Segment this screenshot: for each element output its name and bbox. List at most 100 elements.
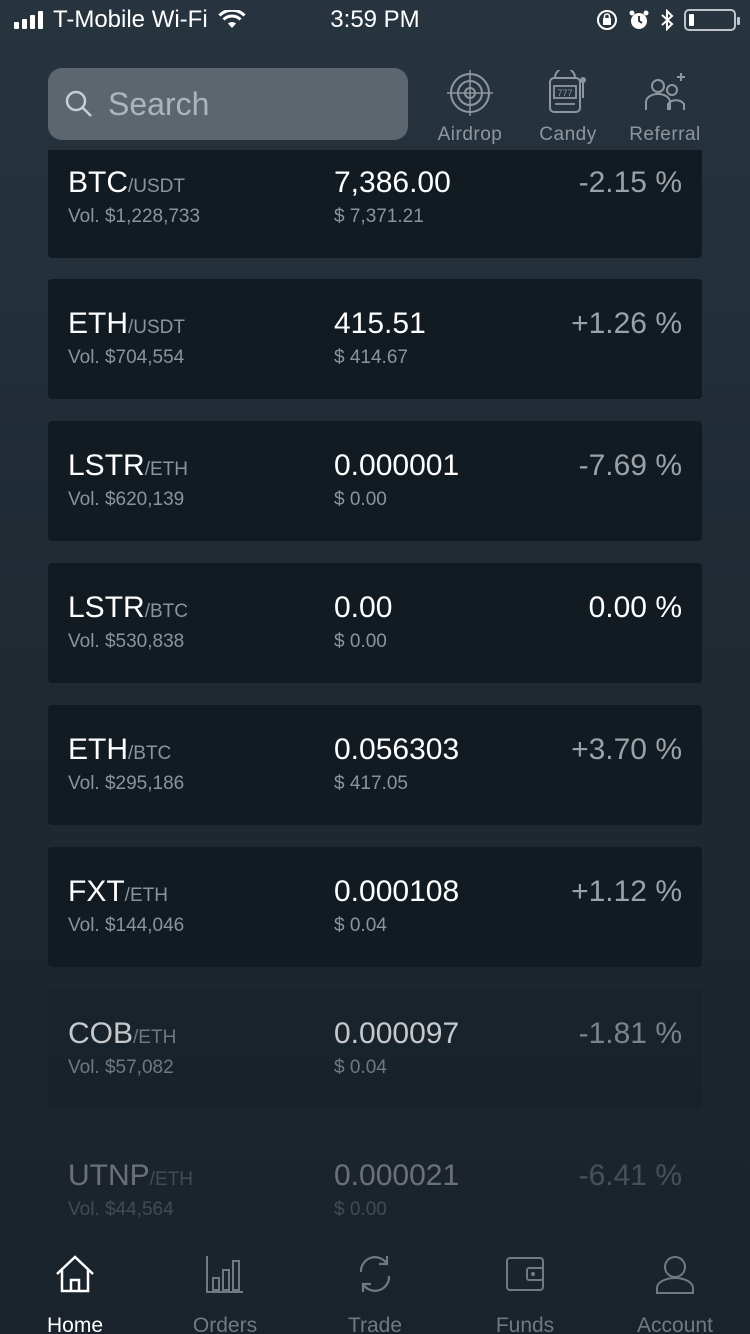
alarm-icon (629, 10, 649, 29)
pair-volume: Vol. $704,554 (68, 347, 185, 368)
market-row-fxt-eth[interactable]: FXT/ETH Vol. $144,046 0.000108 $ 0.04 +1… (48, 847, 702, 967)
pair-change: +3.70 % (571, 733, 682, 766)
pair-volume: Vol. $144,046 (68, 915, 185, 936)
home-icon (56, 1255, 94, 1293)
carrier-name: T-Mobile Wi-Fi (53, 6, 208, 33)
tab-funds-label: Funds (495, 1314, 555, 1334)
tab-bar: Home Orders Trade Funds Accou (0, 1234, 750, 1334)
battery-icon (684, 9, 740, 31)
pair-price: 0.056303 (334, 733, 460, 766)
pair-change: -6.41 % (578, 1159, 682, 1192)
header: Airdrop 777 Candy Referral (0, 60, 750, 150)
pair-name: LSTR/BTC (68, 591, 188, 625)
status-right (596, 9, 740, 31)
wifi-icon (218, 10, 246, 28)
airdrop-button[interactable]: Airdrop (425, 70, 515, 146)
pair-volume: Vol. $57,082 (68, 1057, 174, 1078)
pair-change: +1.12 % (571, 875, 682, 908)
airdrop-label: Airdrop (437, 124, 503, 145)
status-left: T-Mobile Wi-Fi (14, 6, 246, 34)
pair-base: LSTR (68, 591, 145, 624)
candy-button[interactable]: 777 Candy (523, 70, 613, 146)
pair-price: 0.00 (334, 591, 393, 624)
pair-volume: Vol. $620,139 (68, 489, 185, 510)
pair-quote: /ETH (133, 1027, 177, 1048)
pair-base: ETH (68, 307, 128, 340)
pair-base: FXT (68, 875, 125, 908)
pair-name: UTNP/ETH (68, 1159, 193, 1193)
user-icon (656, 1256, 694, 1294)
market-row-lstr-eth[interactable]: LSTR/ETH Vol. $620,139 0.000001 $ 0.00 -… (48, 421, 702, 541)
pair-base: BTC (68, 166, 128, 199)
tab-funds[interactable]: Funds (450, 1234, 600, 1334)
pair-quote: /ETH (149, 1169, 193, 1190)
pair-price: 0.000097 (334, 1017, 460, 1050)
pair-base: ETH (68, 733, 128, 766)
pair-change: -1.81 % (578, 1017, 682, 1050)
market-row-btc-usdt[interactable]: BTC/USDT Vol. $1,228,733 7,386.00 $ 7,37… (48, 150, 702, 258)
tab-home[interactable]: Home (0, 1234, 150, 1334)
pair-usd-price: $ 7,371.21 (334, 206, 424, 227)
market-row-lstr-btc[interactable]: LSTR/BTC Vol. $530,838 0.00 $ 0.00 0.00 … (48, 563, 702, 683)
pair-usd-price: $ 0.00 (334, 489, 387, 510)
pair-name: ETH/BTC (68, 733, 171, 767)
status-bar: T-Mobile Wi-Fi 3:59 PM (0, 0, 750, 40)
pair-quote: /BTC (144, 601, 188, 622)
tab-orders-label: Orders (192, 1314, 258, 1334)
tab-account-label: Account (637, 1314, 713, 1334)
pair-volume: Vol. $295,186 (68, 773, 185, 794)
tab-orders[interactable]: Orders (150, 1234, 300, 1334)
pair-change: 0.00 % (588, 591, 682, 624)
pair-usd-price: $ 0.00 (334, 631, 387, 652)
pair-change: +1.26 % (571, 307, 682, 340)
pair-usd-price: $ 0.00 (334, 1199, 387, 1220)
pair-quote: /BTC (128, 743, 172, 764)
search-icon (65, 90, 92, 117)
svg-text:777: 777 (557, 88, 572, 98)
pair-name: LSTR/ETH (68, 449, 188, 483)
pair-name: FXT/ETH (68, 875, 168, 909)
market-row-utnp-eth[interactable]: UTNP/ETH Vol. $44,564 0.000021 $ 0.00 -6… (48, 1131, 702, 1251)
pair-price: 0.000021 (334, 1159, 460, 1192)
search-bar[interactable] (48, 68, 408, 140)
pair-base: COB (68, 1017, 134, 1050)
market-row-eth-btc[interactable]: ETH/BTC Vol. $295,186 0.056303 $ 417.05 … (48, 705, 702, 825)
pair-quote: /USDT (128, 317, 185, 338)
search-input[interactable] (108, 85, 388, 123)
rotation-lock-icon (597, 10, 617, 30)
pair-price: 0.000001 (334, 449, 460, 482)
pair-usd-price: $ 414.67 (334, 347, 408, 368)
pair-volume: Vol. $1,228,733 (68, 206, 201, 227)
tab-trade-label: Trade (347, 1314, 403, 1334)
pair-name: BTC/USDT (68, 166, 185, 200)
slot-machine-icon: 777 (549, 70, 586, 113)
pair-quote: /ETH (124, 885, 168, 906)
referral-button[interactable]: Referral (620, 70, 710, 146)
tab-trade[interactable]: Trade (300, 1234, 450, 1334)
referral-label: Referral (629, 124, 701, 145)
bluetooth-icon (661, 9, 674, 31)
pair-base: UTNP (68, 1159, 150, 1192)
pair-base: LSTR (68, 449, 145, 482)
candy-label: Candy (539, 124, 597, 145)
signal-strength-icon (14, 11, 43, 29)
pair-quote: /ETH (144, 459, 188, 480)
tab-home-label: Home (46, 1314, 104, 1334)
pair-quote: /USDT (128, 176, 185, 197)
pair-change: -7.69 % (578, 449, 682, 482)
pair-price: 0.000108 (334, 875, 460, 908)
bar-chart-icon (206, 1256, 243, 1293)
tab-account[interactable]: Account (600, 1234, 750, 1334)
target-icon (447, 70, 493, 116)
pair-name: ETH/USDT (68, 307, 185, 341)
pair-name: COB/ETH (68, 1017, 176, 1051)
pair-usd-price: $ 0.04 (334, 1057, 387, 1078)
pair-usd-price: $ 417.05 (334, 773, 408, 794)
market-row-eth-usdt[interactable]: ETH/USDT Vol. $704,554 415.51 $ 414.67 +… (48, 279, 702, 399)
refresh-icon (359, 1256, 391, 1292)
pair-change: -2.15 % (578, 166, 682, 199)
pair-usd-price: $ 0.04 (334, 915, 387, 936)
pair-price: 7,386.00 (334, 166, 451, 199)
wallet-icon (506, 1257, 544, 1291)
market-row-cob-eth[interactable]: COB/ETH Vol. $57,082 0.000097 $ 0.04 -1.… (48, 989, 702, 1109)
